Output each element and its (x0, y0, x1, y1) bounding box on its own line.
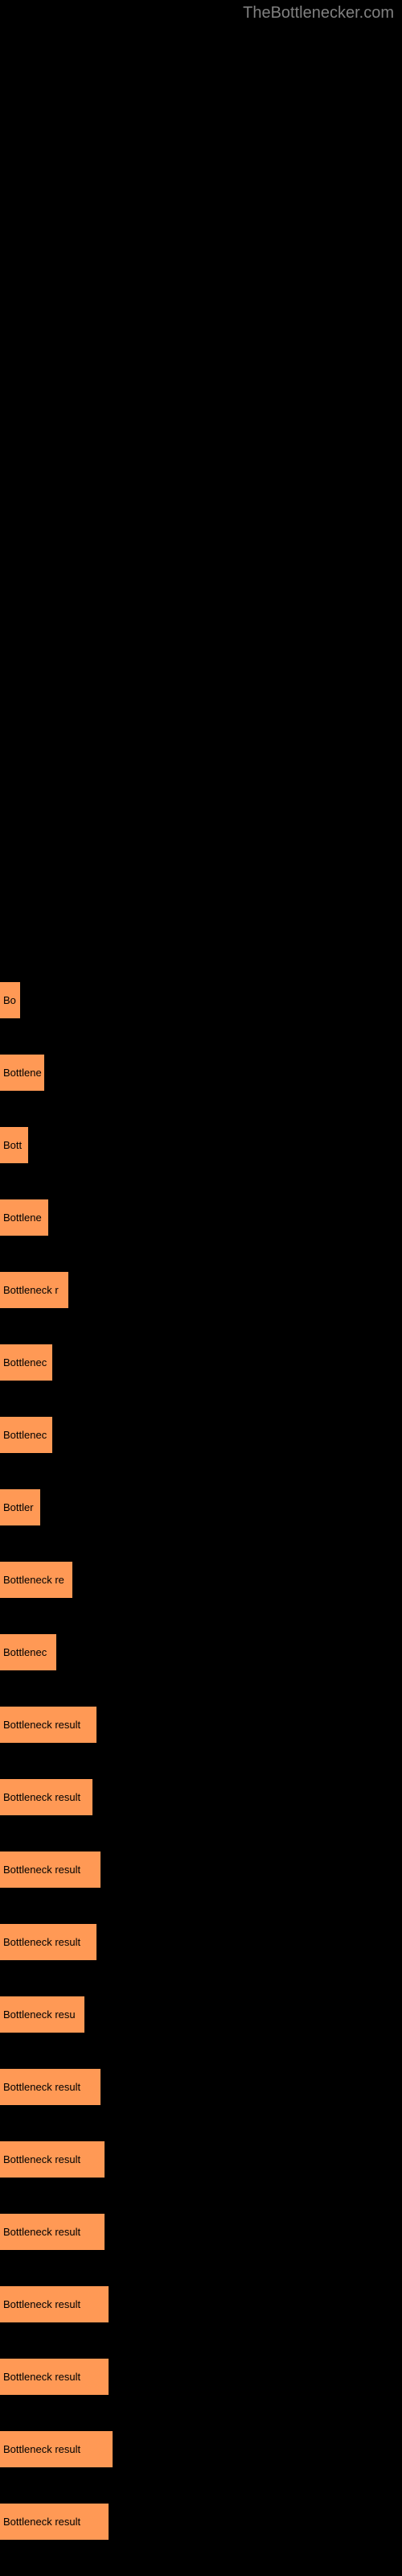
bar-row: Bottleneck result (0, 1852, 402, 1888)
bar-row: Bottleneck result (0, 1779, 402, 1815)
bar: Bottleneck result (0, 1924, 96, 1960)
bar: Bottleneck result (0, 2359, 109, 2395)
bar: Bo (0, 982, 20, 1018)
watermark-text: TheBottlenecker.com (243, 4, 394, 23)
bar: Bottler (0, 1489, 40, 1525)
bar-row: Bo (0, 982, 402, 1018)
bar: Bottleneck result (0, 2141, 105, 2178)
bar-row: Bottlenec (0, 1634, 402, 1670)
bar: Bottlenec (0, 1634, 56, 1670)
bar-row: Bottleneck result (0, 2504, 402, 2540)
bar: Bottlene (0, 1199, 48, 1236)
bar-row: Bottlenec (0, 1417, 402, 1453)
bar: Bottleneck resu (0, 1996, 84, 2033)
bar-chart: Bo Bottlene Bott Bottlene Bottleneck r Bottle… (0, 982, 402, 2576)
bar-row: Bottleneck result (0, 1707, 402, 1743)
bar: Bott (0, 1127, 28, 1163)
bar: Bottleneck result (0, 2214, 105, 2250)
bar-row: Bott (0, 1127, 402, 1163)
bar-row: Bottleneck r (0, 1272, 402, 1308)
bar: Bottleneck re (0, 1562, 72, 1598)
bar: Bottlenec (0, 1417, 52, 1453)
bar: Bottleneck result (0, 2431, 113, 2467)
bar: Bottleneck r (0, 1272, 68, 1308)
bar-row: Bottleneck resu (0, 1996, 402, 2033)
bar-row: Bottleneck re (0, 1562, 402, 1598)
bar: Bottleneck result (0, 1707, 96, 1743)
bar-row: Bottleneck result (0, 2359, 402, 2395)
bar-row: Bottlenec (0, 1344, 402, 1381)
bar-row: Bottlene (0, 1055, 402, 1091)
bar: Bottleneck result (0, 1852, 100, 1888)
bar-row: Bottleneck result (0, 2431, 402, 2467)
bar-row: Bottleneck result (0, 2214, 402, 2250)
bar-row: Bottleneck result (0, 2069, 402, 2105)
bar: Bottleneck result (0, 2504, 109, 2540)
bar-row: Bottler (0, 1489, 402, 1525)
bar: Bottleneck result (0, 2069, 100, 2105)
bar: Bottleneck result (0, 1779, 92, 1815)
bar: Bottlenec (0, 1344, 52, 1381)
bar-row: Bottleneck result (0, 1924, 402, 1960)
bar-row: Bottlene (0, 1199, 402, 1236)
bar-row: Bottleneck result (0, 2141, 402, 2178)
bar: Bottleneck result (0, 2286, 109, 2322)
bar: Bottlene (0, 1055, 44, 1091)
bar-row: Bottleneck result (0, 2286, 402, 2322)
